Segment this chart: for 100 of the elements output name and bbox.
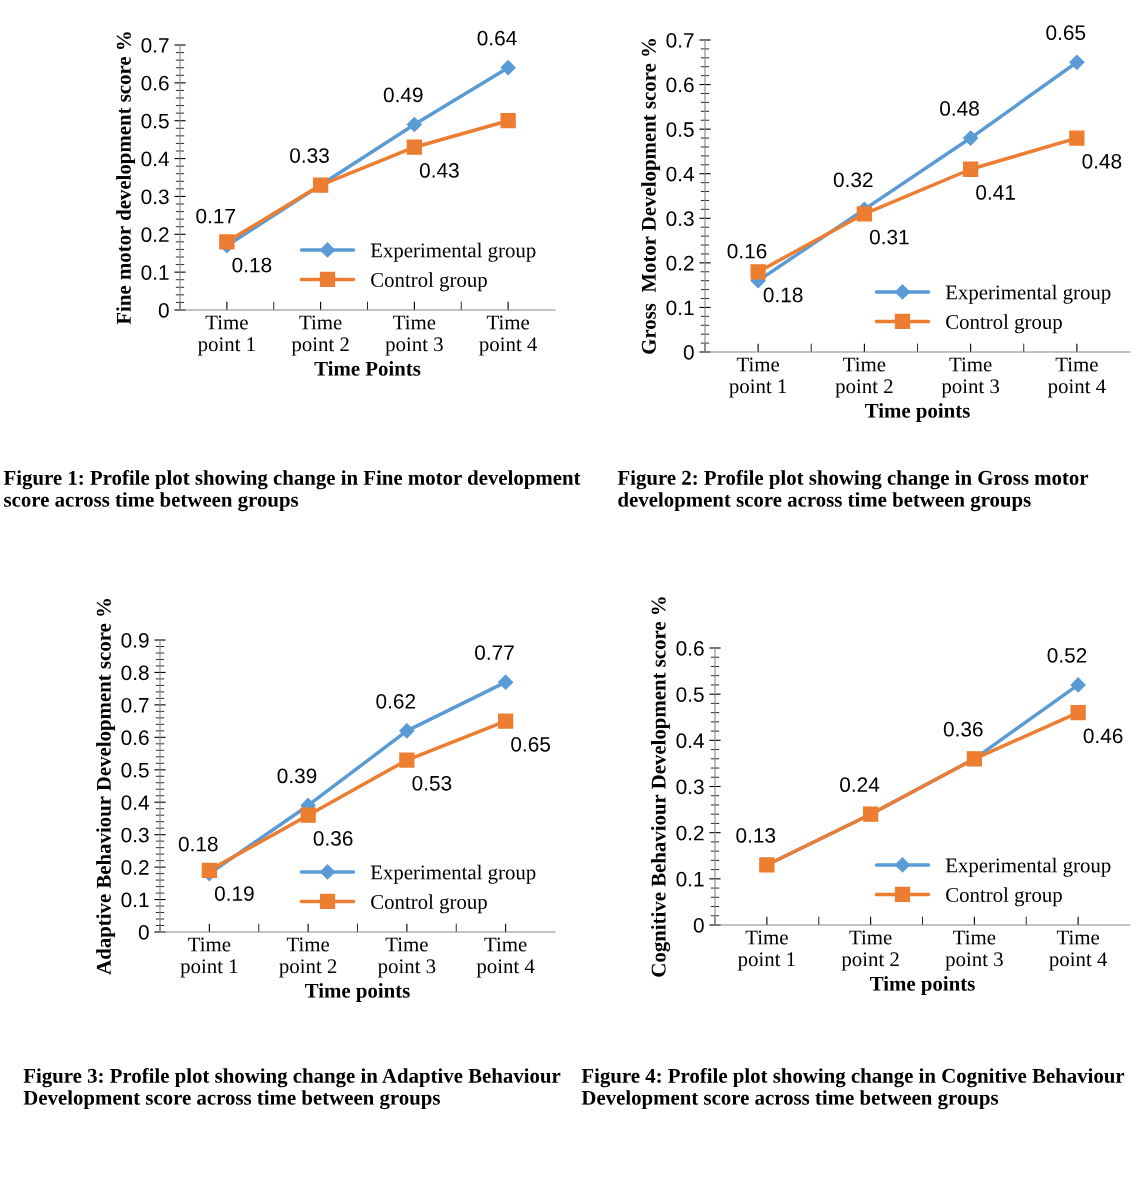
y-tick-label: 0 [683,345,694,360]
caption: Figure 4: Profile plot showing change in Cognitive Behaviour Development score across time between groups [581,1068,1125,1110]
y-tick-label: 0.5 [676,687,704,702]
y-tick-label: 0.4 [666,166,694,182]
point [498,674,514,690]
x-tick-label: Time point 4 [1047,357,1106,398]
data-label: 0.46 [1083,728,1123,744]
x-tick-label: Time point 1 [729,357,787,398]
x-tick-label: Time point 3 [941,357,1000,398]
data-label: 0.52 [1047,648,1087,663]
data-label: 0.65 [1046,25,1086,41]
y-tick-label: 0.1 [666,300,694,316]
y-tick-label: 0.3 [141,189,169,205]
y-tick-label: 0.1 [676,871,704,887]
data-label: 0.77 [475,645,514,660]
data-label: 0.65 [511,736,551,752]
x-tick-label: Time point 3 [385,315,443,356]
point [500,113,516,129]
x-tick-label: Time point 3 [945,930,1003,971]
y-tick-label: 0.7 [141,38,169,53]
y-tick-label: 0.5 [666,122,694,137]
data-label: 0.33 [290,148,329,163]
y-tick-label: 0.6 [666,77,694,93]
point [399,752,415,768]
point [300,807,316,823]
y-tick-label: 0.1 [121,892,149,908]
legend-label: Experimental group [370,242,536,262]
data-label: 0.48 [1082,153,1122,169]
data-label: 0.48 [940,101,979,116]
x-axis-title: Time points [865,403,970,422]
point [1069,130,1085,146]
y-tick-label: 0.5 [141,113,169,129]
data-label: 0.32 [833,172,873,188]
point [406,139,423,155]
data-label: 0.49 [383,87,423,103]
point [500,60,516,76]
legend-label: Experimental group [370,864,536,884]
y-tick-label: 0.2 [676,825,704,841]
data-label: 0.41 [976,185,1015,200]
point [1070,704,1086,721]
x-axis-title: Time points [305,983,410,1002]
point [856,206,873,222]
point [1069,54,1085,70]
y-tick-label: 0 [158,303,169,318]
data-label: 0.64 [477,30,517,46]
caption: Figure 2: Profile plot showing change in Gross motor development score across time between groups [617,470,1089,512]
x-tick-label: Time point 3 [377,937,436,978]
data-label: 0.18 [232,257,272,273]
point [750,264,766,280]
data-label: 0.36 [313,831,353,846]
x-tick-label: Time point 2 [291,315,349,356]
legend-label: Experimental group [945,284,1111,304]
point [406,116,422,133]
data-label: 0.13 [736,828,776,843]
y-tick-label: 0.4 [676,733,704,749]
point [962,161,979,177]
data-label: 0.53 [412,775,452,791]
data-label: 0.18 [763,287,803,303]
data-label: 0.62 [376,693,415,709]
y-tick-label: 0.1 [141,265,169,280]
y-tick-label: 0.2 [141,227,169,243]
x-axis-title: Time Points [314,361,421,376]
point [963,130,979,146]
y-tick-label: 0.5 [121,762,149,778]
caption: Figure 1: Profile plot showing change in Fine motor development score across time between groups [3,470,581,512]
y-tick-label: 0.2 [121,860,149,875]
y-tick-label: 0.3 [666,211,694,227]
point [201,862,218,878]
point [1070,677,1086,693]
x-tick-label: Time point 4 [479,315,538,356]
point [399,723,415,739]
x-tick-label: Time point 2 [841,930,899,971]
y-axis-title: Fine motor development score % [116,32,136,325]
legend-label: Experimental group [945,857,1111,877]
y-axis-title: Gross Motor Development score % [641,39,661,354]
data-label: 0.18 [178,836,218,852]
x-axis-title: Time points [870,976,975,995]
data-label: 0.36 [943,721,983,737]
y-tick-label: 0.6 [121,730,149,746]
y-tick-label: 0.7 [121,697,149,713]
point [497,713,514,729]
y-tick-label: 0.4 [141,151,169,167]
x-tick-label: Time point 2 [279,937,337,978]
y-tick-label: 0.3 [121,827,149,843]
data-label: 0.16 [727,243,767,259]
data-label: 0.31 [869,229,909,245]
point [219,234,235,250]
y-tick-label: 0.2 [666,255,694,271]
y-axis-title: Cognitive Behaviour Development score % [651,597,671,977]
data-label: 0.43 [419,163,459,178]
data-label: 0.17 [196,208,235,224]
y-tick-label: 0.4 [121,795,149,810]
y-tick-label: 0.6 [676,641,704,656]
y-tick-label: 0 [138,925,149,940]
legend-label: Control group [371,894,487,914]
legend-label: Control group [371,272,487,292]
data-label: 0.39 [277,768,317,784]
y-tick-label: 0.8 [121,665,149,681]
x-tick-label: Time point 2 [835,357,893,398]
y-tick-label: 0.3 [676,779,704,795]
